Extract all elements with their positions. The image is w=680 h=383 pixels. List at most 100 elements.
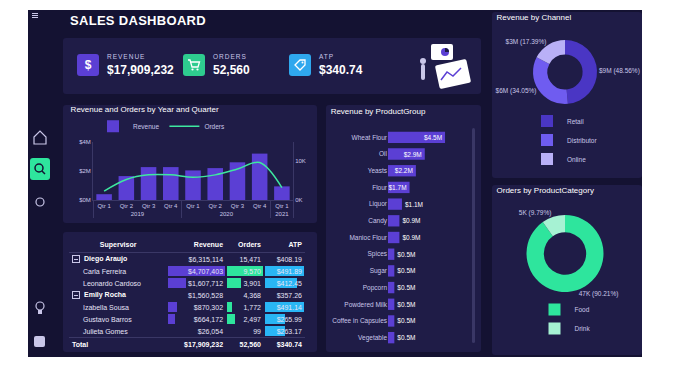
svg-text:Wheat Flour: Wheat Flour [352, 134, 388, 141]
svg-text:Qtr 3: Qtr 3 [142, 203, 156, 209]
html-text:Supervisor: Supervisor [99, 240, 137, 248]
svg-text:Qtr 4: Qtr 4 [164, 203, 178, 209]
svg-text:Retail: Retail [567, 118, 584, 125]
html-text:SALES DASHBOARD: SALES DASHBOARD [70, 13, 206, 28]
svg-text:$0.5M: $0.5M [397, 284, 415, 291]
html-text:Emily Rocha: Emily Rocha [84, 290, 126, 298]
html-text:$17,909,232: $17,909,232 [184, 340, 223, 348]
html-text:$491.89: $491.89 [276, 267, 302, 275]
svg-text:Coffee in Capsules: Coffee in Capsules [332, 317, 388, 325]
svg-text:Sugar: Sugar [370, 267, 388, 275]
html-text:$340.74: $340.74 [319, 63, 363, 77]
svg-text:Distributor: Distributor [567, 137, 597, 144]
svg-text:2019: 2019 [131, 211, 145, 217]
html-text:52,560: 52,560 [213, 63, 250, 77]
svg-text:Vegetable: Vegetable [358, 334, 387, 342]
html-text:Total: Total [72, 340, 89, 348]
svg-text:Yeasts: Yeasts [368, 167, 388, 174]
html-text:$664,172: $664,172 [193, 315, 223, 323]
svg-text:Spices: Spices [367, 250, 387, 258]
svg-text:Revenue by Channel: Revenue by Channel [497, 13, 572, 22]
svg-text:Popcorn: Popcorn [363, 284, 388, 292]
svg-text:Flour: Flour [372, 184, 388, 191]
svg-text:$1.1M: $1.1M [405, 201, 423, 208]
html-text:$408.19: $408.19 [276, 255, 302, 263]
html-text:$26,054: $26,054 [197, 327, 223, 335]
html-text:$357.26: $357.26 [276, 291, 302, 299]
svg-text:$0.5M: $0.5M [397, 301, 415, 308]
html-text:9,570: 9,570 [243, 267, 261, 275]
svg-text:$0.9M: $0.9M [402, 234, 420, 241]
svg-text:$2.2M: $2.2M [395, 167, 413, 174]
svg-text:Oil: Oil [379, 150, 388, 157]
svg-text:Revenue by ProductGroup: Revenue by ProductGroup [331, 107, 426, 116]
svg-text:$4M: $4M [79, 139, 91, 145]
html-text:$6,315,114: $6,315,114 [188, 255, 223, 263]
svg-text:Food: Food [575, 306, 590, 313]
html-text:1,772: 1,772 [243, 303, 261, 311]
svg-text:Candy: Candy [368, 217, 388, 225]
svg-text:$0.9M: $0.9M [402, 217, 420, 224]
html-text:Julieta Gomes: Julieta Gomes [83, 327, 128, 335]
html-text:2,497: 2,497 [243, 315, 261, 323]
html-text:52,560: 52,560 [239, 340, 261, 348]
html-text:ATP: ATP [288, 240, 302, 248]
svg-text:2020: 2020 [220, 211, 234, 217]
svg-text:Qtr 3: Qtr 3 [231, 203, 245, 209]
svg-text:Powdered Milk: Powdered Milk [344, 301, 387, 308]
svg-text:$0.5M: $0.5M [397, 317, 415, 324]
svg-text:$6M (34.05%): $6M (34.05%) [496, 87, 537, 95]
html-text:Revenue: Revenue [193, 240, 223, 248]
svg-text:Revenue and Orders by Year and: Revenue and Orders by Year and Quarter [71, 105, 219, 114]
html-text:Orders: Orders [238, 240, 261, 248]
html-text:99: 99 [253, 327, 261, 335]
svg-text:$3M (17.39%): $3M (17.39%) [506, 38, 547, 46]
html-text:$263.17: $263.17 [276, 327, 302, 335]
svg-text:$0.5M: $0.5M [397, 267, 415, 274]
svg-text:$0M: $0M [79, 197, 91, 203]
svg-text:47K (90.21%): 47K (90.21%) [579, 290, 619, 298]
svg-text:Qtr 4: Qtr 4 [253, 203, 267, 209]
svg-text:Online: Online [567, 156, 586, 163]
html-text:$340.74: $340.74 [276, 340, 302, 348]
svg-text:Drink: Drink [575, 325, 591, 332]
svg-text:Orders by ProductCategory: Orders by ProductCategory [497, 186, 594, 195]
html-text:$870,302: $870,302 [193, 303, 223, 311]
html-text:$17,909,232: $17,909,232 [107, 63, 174, 77]
html-text:REVENUE: REVENUE [107, 53, 146, 60]
svg-text:$0.5M: $0.5M [397, 334, 415, 341]
svg-text:Qtr 1: Qtr 1 [275, 203, 289, 209]
svg-text:$1.7M: $1.7M [388, 184, 406, 191]
svg-text:$9M (48.56%): $9M (48.56%) [599, 67, 640, 75]
svg-text:Manioc Flour: Manioc Flour [349, 234, 387, 241]
html-text:Leonardo Cardoso: Leonardo Cardoso [83, 279, 141, 287]
html-text:$265.99: $265.99 [276, 315, 302, 323]
svg-text:0K: 0K [295, 197, 302, 203]
html-text:$4,707,403: $4,707,403 [188, 267, 223, 275]
html-text:4,368: 4,368 [243, 291, 261, 299]
svg-text:$2M: $2M [79, 168, 91, 174]
html-text:Izabella Sousa: Izabella Sousa [83, 303, 129, 311]
svg-text:$0.5M: $0.5M [397, 251, 415, 258]
html-text:Carla Ferreira: Carla Ferreira [83, 267, 127, 275]
svg-text:10K: 10K [295, 158, 306, 164]
html-text:Gustavo Barros: Gustavo Barros [83, 315, 132, 323]
html-text:$412.45: $412.45 [276, 279, 302, 287]
svg-text:$2.9M: $2.9M [404, 151, 422, 158]
html-text:Diego Araujo: Diego Araujo [84, 254, 128, 262]
svg-text:Qtr 1: Qtr 1 [97, 203, 111, 209]
svg-text:5K (9.79%): 5K (9.79%) [519, 209, 552, 217]
html-text:15,471: 15,471 [239, 255, 261, 263]
svg-text:Qtr 1: Qtr 1 [186, 203, 200, 209]
svg-text:Liquor: Liquor [369, 200, 388, 208]
svg-text:2021: 2021 [275, 211, 289, 217]
svg-text:Qtr 2: Qtr 2 [120, 203, 134, 209]
svg-text:$4.5M: $4.5M [424, 134, 442, 141]
html-text:$1,560,528: $1,560,528 [188, 291, 223, 299]
html-text:$491.14: $491.14 [276, 303, 302, 311]
svg-text:Orders: Orders [204, 123, 225, 130]
html-text:$1,607,712: $1,607,712 [188, 279, 223, 287]
html-text:3,901: 3,901 [243, 279, 261, 287]
svg-text:Qtr 2: Qtr 2 [209, 203, 223, 209]
svg-text:Revenue: Revenue [133, 123, 159, 130]
